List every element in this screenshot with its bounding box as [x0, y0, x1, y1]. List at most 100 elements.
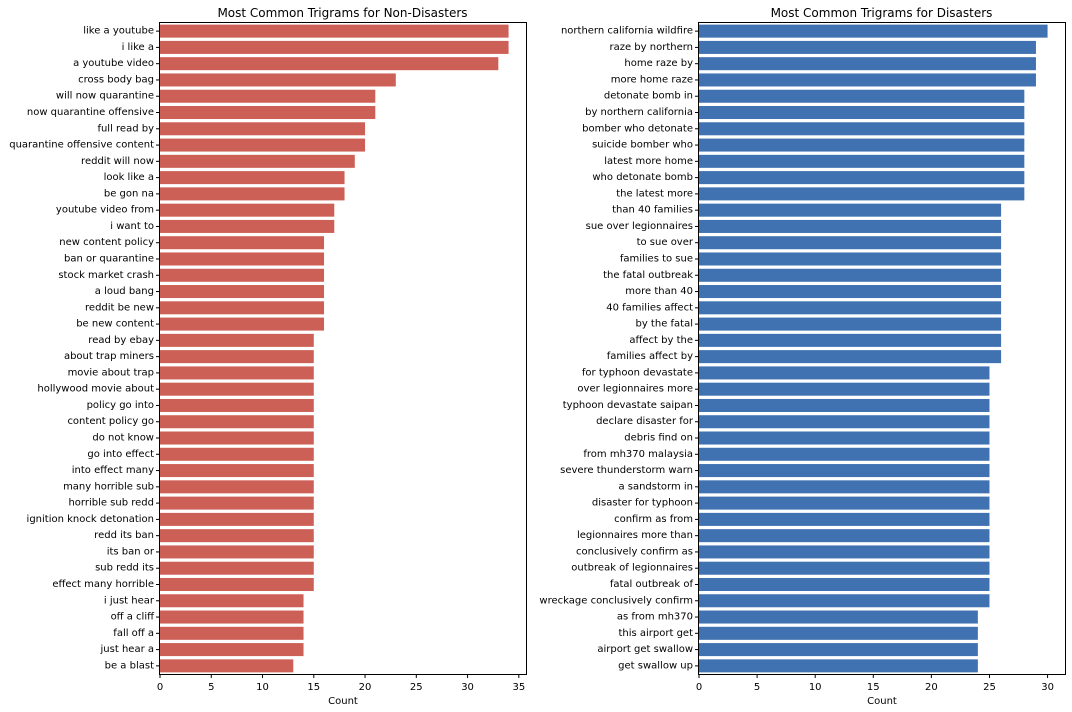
- bar-non-disasters-18: [160, 317, 325, 331]
- category-label-disasters-27: severe thunderstorm warn: [560, 465, 693, 476]
- bar-non-disasters-17: [160, 301, 325, 315]
- bar-non-disasters-11: [160, 203, 335, 217]
- bar-disasters-28: [699, 480, 990, 494]
- category-label-disasters-1: raze by northern: [609, 42, 693, 53]
- category-label-disasters-21: for typhoon devastate: [582, 367, 693, 378]
- category-label-disasters-16: more than 40: [625, 286, 693, 297]
- plot-frame-non-disasters: [159, 22, 527, 675]
- bar-disasters-25: [699, 431, 990, 445]
- category-label-non-disasters-18: be new content: [76, 319, 154, 330]
- category-label-non-disasters-39: be a blast: [105, 660, 154, 671]
- bar-disasters-8: [699, 154, 1025, 168]
- x-ticks-non-disasters: 0 5 10 15 20 25 30 35: [157, 674, 525, 693]
- category-label-non-disasters-37: fall off a: [113, 628, 154, 639]
- bar-disasters-10: [699, 187, 1025, 201]
- bar-non-disasters-26: [160, 447, 314, 461]
- category-label-disasters-2: home raze by: [624, 58, 693, 69]
- bar-non-disasters-2: [160, 57, 499, 71]
- category-labels-non-disasters: like a youtube i like a a youtube video cro…: [9, 26, 160, 671]
- category-label-disasters-28: a sandstorm in: [618, 481, 693, 492]
- bars-group-disasters: [699, 24, 1048, 673]
- bar-disasters-3: [699, 73, 1036, 87]
- category-label-non-disasters-8: reddit will now: [81, 156, 154, 167]
- category-label-disasters-10: the latest more: [616, 188, 693, 199]
- category-label-non-disasters-9: look like a: [104, 172, 154, 183]
- bar-disasters-30: [699, 512, 990, 526]
- x-tick-label-disasters-2: 10: [809, 682, 822, 693]
- bar-non-disasters-27: [160, 464, 314, 478]
- category-label-non-disasters-15: stock market crash: [58, 270, 154, 281]
- category-label-disasters-39: get swallow up: [618, 660, 693, 671]
- x-tick-label-disasters-5: 25: [983, 682, 996, 693]
- bar-non-disasters-12: [160, 219, 335, 233]
- category-label-non-disasters-26: go into effect: [87, 449, 154, 460]
- chart-title-non-disasters: Most Common Trigrams for Non-Disasters: [217, 6, 467, 20]
- category-label-non-disasters-7: quarantine offensive content: [9, 140, 154, 151]
- category-label-non-disasters-38: just hear a: [100, 644, 154, 655]
- category-label-non-disasters-17: reddit be new: [85, 302, 154, 313]
- bar-non-disasters-16: [160, 285, 325, 299]
- non-disasters-chart: Most Common Trigrams for Non-Disasters l…: [9, 6, 527, 707]
- bar-disasters-29: [699, 496, 990, 510]
- category-label-disasters-37: this airport get: [618, 628, 693, 639]
- category-label-disasters-22: over legionnaires more: [577, 384, 693, 395]
- category-label-disasters-17: 40 families affect: [606, 302, 693, 313]
- x-tick-label-non-disasters-7: 35: [512, 682, 525, 693]
- category-label-non-disasters-30: ignition knock detonation: [27, 514, 154, 525]
- category-label-non-disasters-2: a youtube video: [73, 58, 154, 69]
- category-label-disasters-5: by northern california: [585, 107, 693, 118]
- bar-non-disasters-14: [160, 252, 325, 266]
- bar-disasters-21: [699, 366, 990, 380]
- bar-non-disasters-24: [160, 415, 314, 429]
- bar-disasters-5: [699, 106, 1025, 120]
- category-label-non-disasters-27: into effect many: [72, 465, 154, 476]
- category-label-non-disasters-14: ban or quarantine: [64, 253, 154, 264]
- bar-disasters-14: [699, 252, 1002, 266]
- bar-non-disasters-33: [160, 561, 314, 575]
- bar-non-disasters-1: [160, 40, 509, 54]
- bar-disasters-33: [699, 561, 990, 575]
- bar-non-disasters-10: [160, 187, 345, 201]
- bar-non-disasters-8: [160, 154, 355, 168]
- x-tick-label-disasters-1: 5: [754, 682, 760, 693]
- category-label-disasters-25: debris find on: [624, 433, 693, 444]
- category-label-non-disasters-13: new content policy: [59, 237, 154, 248]
- bar-disasters-13: [699, 236, 1002, 250]
- bar-non-disasters-9: [160, 171, 345, 185]
- bar-non-disasters-31: [160, 529, 314, 543]
- bar-disasters-31: [699, 529, 990, 543]
- category-label-non-disasters-36: off a cliff: [111, 612, 156, 623]
- bar-non-disasters-39: [160, 659, 294, 673]
- bar-non-disasters-30: [160, 512, 314, 526]
- category-label-disasters-0: northern california wildfire: [561, 26, 693, 37]
- category-label-disasters-32: conclusively confirm as: [576, 546, 693, 557]
- category-label-non-disasters-11: youtube video from: [56, 205, 154, 216]
- bar-disasters-12: [699, 219, 1002, 233]
- x-ticks-disasters: 0 5 10 15 20 25 30: [696, 674, 1054, 693]
- x-tick-label-disasters-0: 0: [696, 682, 702, 693]
- bar-disasters-37: [699, 626, 978, 640]
- category-label-non-disasters-29: horrible sub redd: [68, 498, 154, 509]
- category-label-non-disasters-24: content policy go: [67, 416, 154, 427]
- x-tick-label-disasters-6: 30: [1041, 682, 1054, 693]
- plot-frame-disasters: [698, 22, 1066, 675]
- category-label-disasters-36: as from mh370: [617, 612, 693, 623]
- category-label-non-disasters-6: full read by: [97, 123, 154, 134]
- x-axis-label-non-disasters: Count: [328, 696, 358, 707]
- bar-non-disasters-20: [160, 350, 314, 364]
- category-label-disasters-9: who detonate bomb: [592, 172, 693, 183]
- x-axis-label-disasters: Count: [867, 696, 897, 707]
- bar-disasters-34: [699, 577, 990, 591]
- category-label-non-disasters-31: redd its ban: [94, 530, 154, 541]
- category-label-non-disasters-35: i just hear: [104, 595, 155, 606]
- category-label-disasters-23: typhoon devastate saipan: [563, 400, 693, 411]
- bar-non-disasters-3: [160, 73, 396, 87]
- category-label-disasters-6: bomber who detonate: [582, 123, 693, 134]
- category-label-disasters-31: legionnaires more than: [577, 530, 693, 541]
- category-label-disasters-20: families affect by: [607, 351, 693, 362]
- category-label-disasters-33: outbreak of legionnaires: [571, 563, 693, 574]
- bar-non-disasters-7: [160, 138, 366, 152]
- bar-non-disasters-19: [160, 333, 314, 347]
- bar-disasters-39: [699, 659, 978, 673]
- bar-non-disasters-22: [160, 382, 314, 396]
